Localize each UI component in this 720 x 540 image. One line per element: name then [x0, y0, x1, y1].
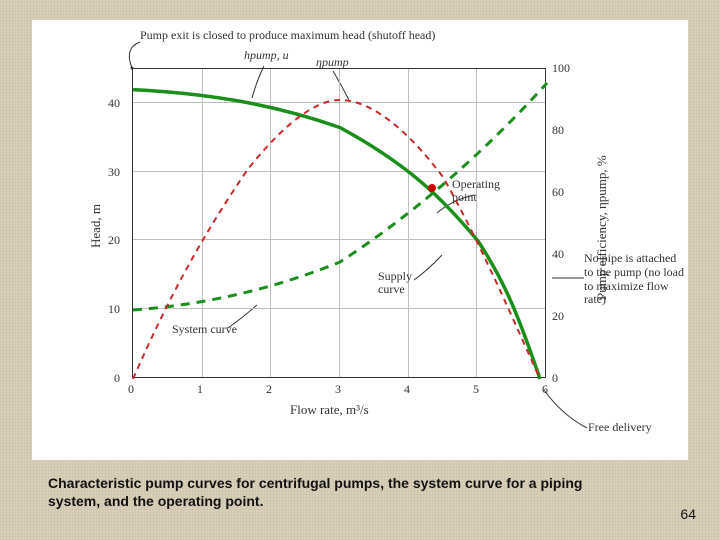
xtick-5: 5: [473, 382, 479, 397]
yrt-0: 0: [552, 371, 558, 386]
xtick-4: 4: [404, 382, 410, 397]
ylt-30: 30: [108, 165, 120, 180]
chart-panel: Pump exit is closed to produce maximum h…: [32, 20, 688, 460]
xtick-2: 2: [266, 382, 272, 397]
callout-free: Free delivery: [588, 420, 652, 435]
yrt-80: 80: [552, 123, 564, 138]
xtick-0: 0: [128, 382, 134, 397]
y-left-label: Head, m: [88, 204, 104, 248]
callout-hpump: hpump, u: [244, 48, 289, 63]
callout-operating: Operating point: [452, 178, 522, 204]
xtick-1: 1: [197, 382, 203, 397]
xtick-6: 6: [542, 382, 548, 397]
callout-noload: No pipe is attached to the pump (no load…: [584, 252, 684, 307]
ylt-40: 40: [108, 96, 120, 111]
operating-point: [428, 184, 436, 192]
yrt-20: 20: [552, 309, 564, 324]
page-number: 64: [680, 506, 696, 522]
yrt-60: 60: [552, 185, 564, 200]
ylt-0: 0: [114, 371, 120, 386]
yrt-40: 40: [552, 247, 564, 262]
callout-system: System curve: [172, 322, 237, 337]
callout-supply: Supply curve: [378, 270, 438, 296]
ylt-10: 10: [108, 302, 120, 317]
x-axis-label: Flow rate, m³/s: [290, 402, 369, 418]
yrt-100: 100: [552, 61, 570, 76]
hpump-label: hpump, u: [244, 48, 289, 62]
ylt-20: 20: [108, 233, 120, 248]
xtick-3: 3: [335, 382, 341, 397]
eta-label: ηpump: [316, 55, 349, 69]
figure-caption: Characteristic pump curves for centrifug…: [48, 475, 588, 510]
